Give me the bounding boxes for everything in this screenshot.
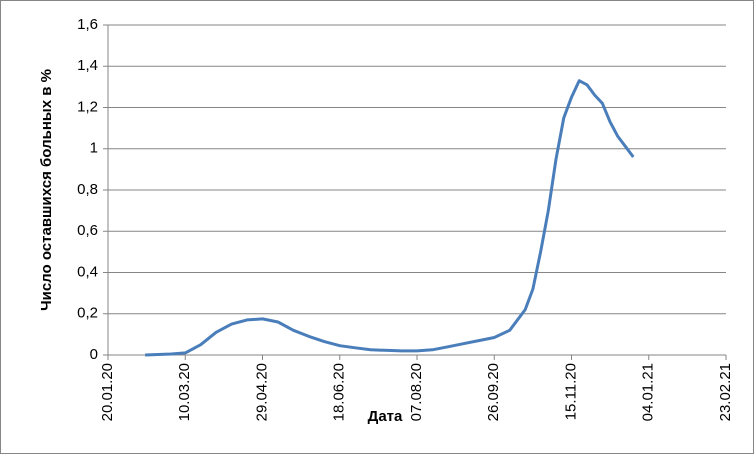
y-tick-label: 1,2 bbox=[77, 98, 98, 115]
y-tick-label: 0 bbox=[90, 346, 98, 363]
x-tick-label: 20.01.20 bbox=[99, 363, 116, 421]
y-tick-label: 0,6 bbox=[77, 222, 98, 239]
y-tick-label: 0,8 bbox=[77, 181, 98, 198]
x-tick-label: 04.01.21 bbox=[640, 363, 657, 421]
data-line bbox=[145, 79, 635, 357]
y-tick-label: 0,2 bbox=[77, 305, 98, 322]
x-axis-title: Дата bbox=[368, 408, 403, 425]
x-tick-label: 15.11.20 bbox=[562, 363, 579, 420]
x-tick-label: 07.08.20 bbox=[408, 363, 425, 421]
x-tick-label: 18.06.20 bbox=[331, 363, 348, 421]
y-tick-label: 1 bbox=[90, 140, 98, 157]
x-tick-label: 29.04.20 bbox=[253, 363, 270, 421]
x-tick-label: 23.02.21 bbox=[717, 363, 734, 421]
y-tick-label: 1,6 bbox=[77, 16, 98, 33]
x-tick-label: 26.09.20 bbox=[485, 363, 502, 421]
x-tick-label: 10.03.20 bbox=[176, 363, 193, 421]
y-axis-title: Число оставшихся больных в % bbox=[38, 69, 55, 311]
y-tick-label: 1,4 bbox=[77, 57, 98, 74]
y-tick-label: 0,4 bbox=[77, 263, 98, 280]
